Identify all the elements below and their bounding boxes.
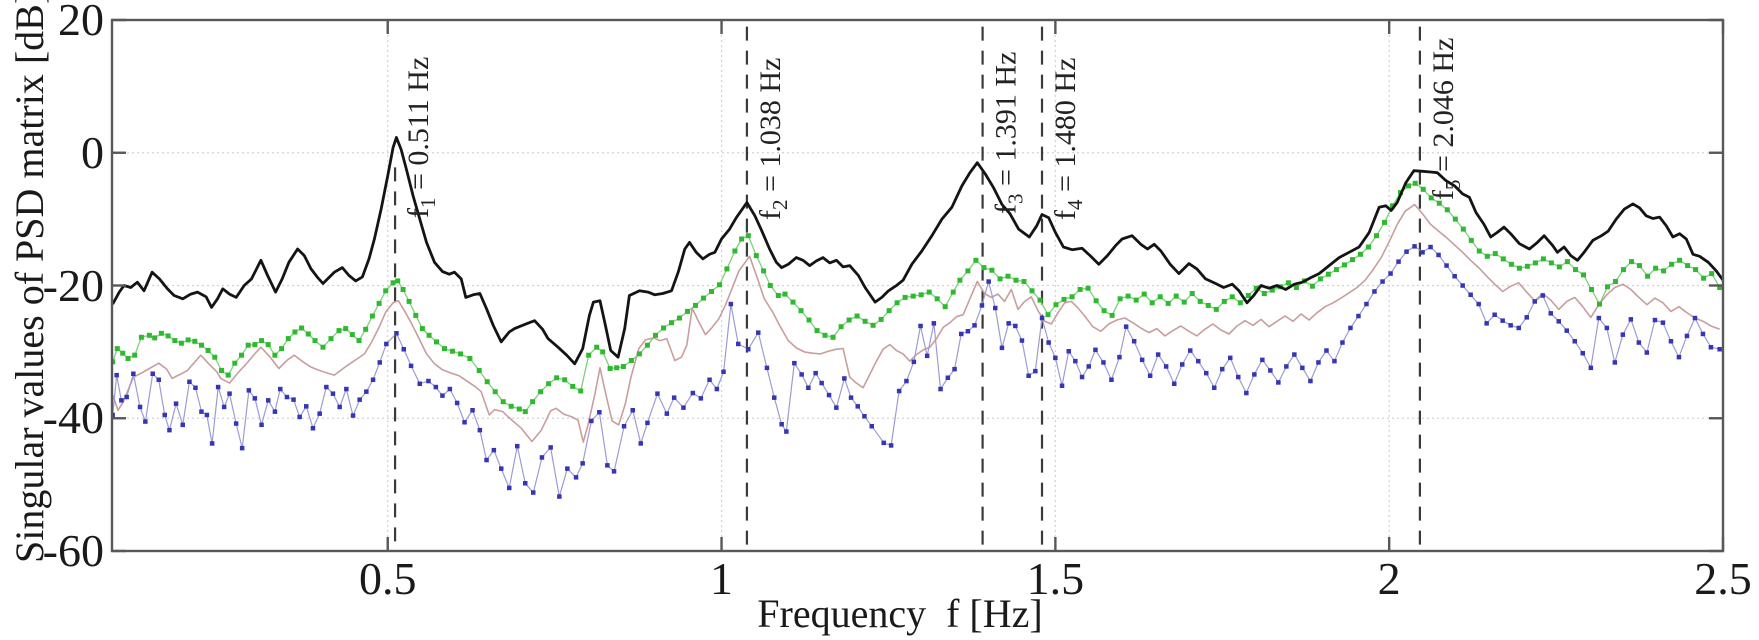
peak-prefix: f <box>989 204 1023 214</box>
x-tick-label-2: 2 <box>1377 553 1401 604</box>
peak-subscript: 5 <box>1440 179 1465 191</box>
peak-value: = 1.038 Hz <box>753 57 787 200</box>
y-axis-title: Singular values of PSD matrix [dB] <box>7 0 52 563</box>
peak-subscript: 3 <box>1003 193 1028 205</box>
x-tick-label-2.5: 2.5 <box>1694 553 1752 604</box>
peak-subscript: 2 <box>767 199 792 211</box>
peak-prefix: f <box>1426 190 1460 200</box>
peak-value: = 2.046 Hz <box>1426 37 1460 180</box>
peak-value: = 1.391 Hz <box>989 51 1023 194</box>
peak-subscript: 1 <box>416 197 441 209</box>
x-tick-label-0.5: 0.5 <box>358 553 417 604</box>
x-tick-label-1: 1 <box>710 553 734 604</box>
peak-subscript: 4 <box>1063 199 1088 211</box>
peak-prefix: f <box>753 210 787 220</box>
x-tick-label-1.5: 1.5 <box>1026 553 1085 604</box>
peak-value: = 0.511 Hz <box>402 56 436 198</box>
y-tick-label-0: 0 <box>81 126 104 178</box>
y-tick-label-20: 20 <box>58 0 104 45</box>
peak-label-f4: f4 = 1.480 Hz <box>1049 57 1087 220</box>
x-axis-title: Frequency f [Hz] <box>757 591 1043 636</box>
peak-label-f5: f5 = 2.046 Hz <box>1426 37 1465 200</box>
peak-prefix: f <box>1049 210 1083 220</box>
y-tick-label--20: -20 <box>42 259 104 311</box>
peak-label-f2: f2 = 1.038 Hz <box>753 57 792 220</box>
peak-value: = 1.480 Hz <box>1049 57 1083 200</box>
peak-label-f1: f1 = 0.511 Hz <box>402 56 440 218</box>
peak-prefix: f <box>402 208 436 218</box>
y-tick-label--40: -40 <box>42 392 104 444</box>
peak-label-f3: f3 = 1.391 Hz <box>989 51 1028 214</box>
y-tick-label--60: -60 <box>42 525 104 576</box>
